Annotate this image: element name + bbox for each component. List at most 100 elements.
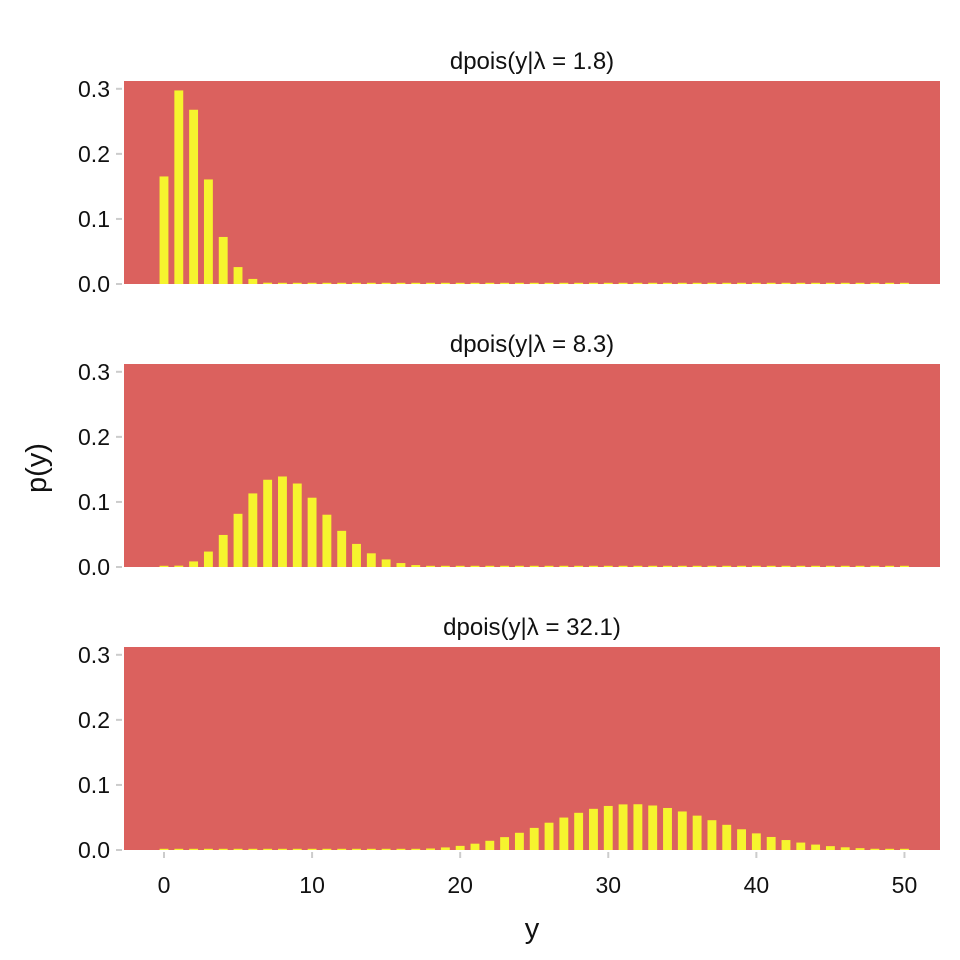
bar — [159, 176, 169, 284]
bar — [885, 282, 895, 284]
bar — [485, 565, 495, 567]
bar — [618, 282, 628, 284]
bar — [426, 848, 435, 850]
panel-title: dpois(y|λ = 32.1) — [443, 614, 621, 641]
bar — [722, 824, 732, 850]
bar — [189, 109, 199, 284]
bar — [722, 565, 732, 567]
bar — [322, 848, 332, 850]
panel-background — [124, 81, 940, 284]
y-tick-label: 0.2 — [78, 707, 110, 733]
bar — [766, 565, 776, 567]
bar — [737, 282, 746, 284]
bar — [796, 842, 806, 850]
bar — [500, 837, 510, 850]
bar — [381, 848, 391, 850]
y-tick-label: 0.3 — [78, 359, 110, 385]
bar — [500, 565, 510, 567]
bar — [781, 282, 791, 284]
bar — [885, 848, 895, 850]
bar — [278, 282, 287, 284]
bar — [589, 808, 598, 850]
bar — [559, 282, 569, 284]
bar — [544, 282, 554, 284]
bar — [174, 848, 184, 850]
bar — [900, 282, 909, 284]
bar — [411, 848, 421, 850]
bar — [648, 282, 658, 284]
y-axis-label: p(y) — [21, 443, 53, 493]
bar — [470, 565, 480, 567]
bar — [737, 829, 746, 850]
bar — [796, 282, 806, 284]
x-tick-label: 50 — [892, 872, 918, 898]
bar — [307, 282, 317, 284]
bar — [663, 807, 672, 850]
bar — [337, 530, 347, 567]
bar — [603, 565, 613, 567]
bar — [218, 236, 228, 284]
bar — [278, 848, 287, 850]
bar — [663, 565, 672, 567]
bar — [722, 282, 732, 284]
bar — [278, 476, 287, 567]
bar — [633, 282, 643, 284]
bar — [603, 805, 613, 850]
x-tick-label: 30 — [595, 872, 621, 898]
bar — [440, 847, 450, 850]
bar — [633, 565, 643, 567]
bar — [663, 282, 672, 284]
bar — [648, 565, 658, 567]
bar — [529, 565, 539, 567]
bar — [352, 543, 361, 567]
bar — [470, 282, 480, 284]
y-tick-label: 0.0 — [78, 271, 110, 297]
bar — [825, 565, 835, 567]
y-tick-label: 0.2 — [78, 141, 110, 167]
bar — [751, 565, 761, 567]
bar — [603, 282, 613, 284]
bar — [426, 565, 435, 567]
bar — [900, 565, 909, 567]
bar — [159, 565, 169, 567]
y-tick-label: 0.1 — [78, 489, 110, 515]
bar — [840, 282, 850, 284]
bar — [781, 565, 791, 567]
bar — [366, 553, 376, 567]
bar — [618, 565, 628, 567]
bar — [870, 848, 880, 850]
bar — [500, 282, 510, 284]
panel-background — [124, 647, 940, 850]
bar — [781, 840, 791, 850]
panel-title: dpois(y|λ = 1.8) — [450, 48, 614, 75]
bar — [233, 513, 243, 567]
bar — [751, 282, 761, 284]
bar — [263, 479, 273, 567]
bar — [174, 90, 184, 284]
bar — [692, 565, 702, 567]
bar — [263, 282, 273, 284]
bar — [440, 565, 450, 567]
bar — [811, 282, 821, 284]
bar — [633, 804, 643, 850]
bar — [366, 282, 376, 284]
bar — [529, 827, 539, 850]
bar — [396, 563, 406, 567]
bar — [574, 812, 584, 850]
bar — [203, 848, 213, 850]
x-tick-label: 10 — [299, 872, 325, 898]
bar — [825, 282, 835, 284]
bar — [870, 282, 880, 284]
bar — [766, 836, 776, 850]
bar — [381, 282, 391, 284]
bar — [485, 282, 495, 284]
bar — [692, 815, 702, 850]
bar — [707, 565, 717, 567]
x-tick-label: 20 — [447, 872, 473, 898]
bar — [248, 493, 258, 567]
bar — [692, 282, 702, 284]
bar — [396, 282, 406, 284]
bar — [411, 282, 421, 284]
x-tick-label: 40 — [744, 872, 770, 898]
